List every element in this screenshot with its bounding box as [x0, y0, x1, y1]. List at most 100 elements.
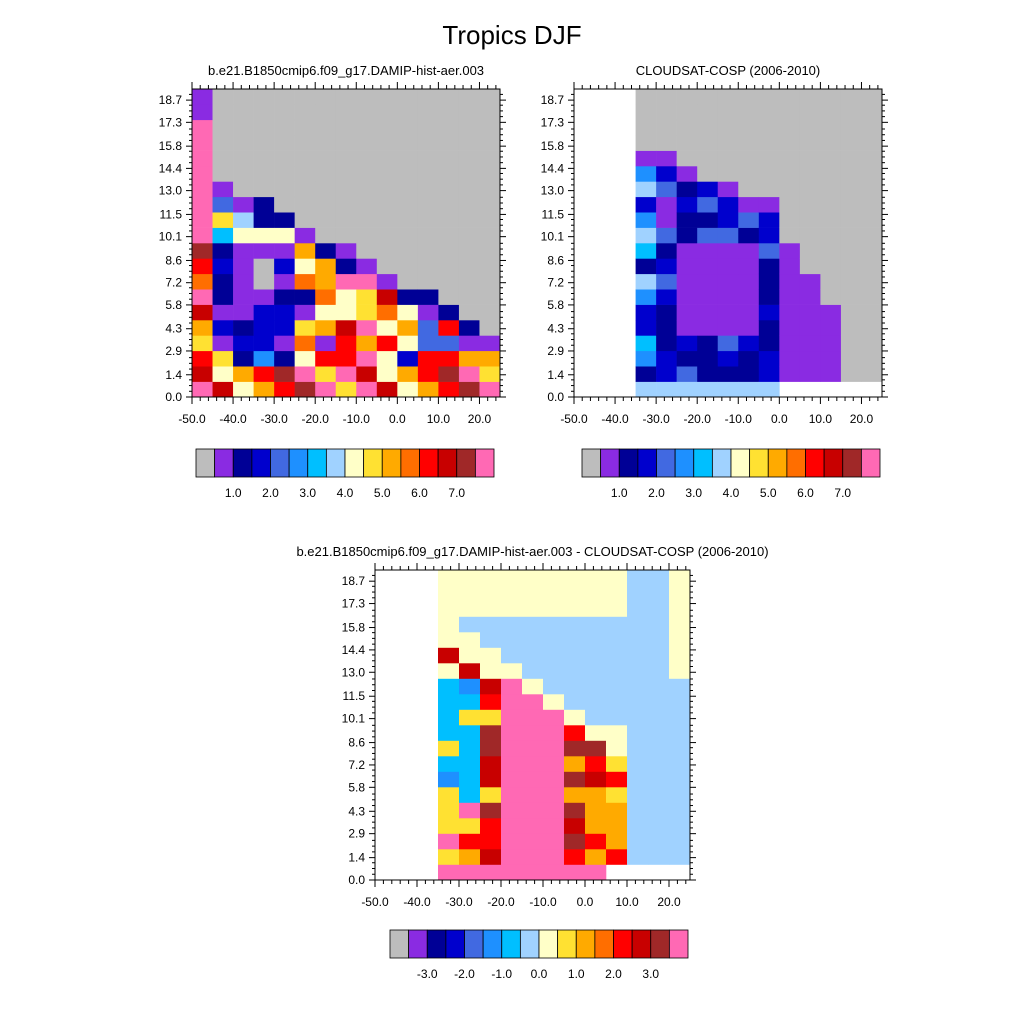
heatmap-cell	[212, 196, 234, 213]
heatmap-cell	[438, 771, 460, 788]
heatmap-cell	[656, 320, 677, 336]
heatmap-cell	[459, 833, 481, 850]
heatmap-cell	[212, 273, 234, 290]
heatmap-cell	[315, 119, 337, 136]
x-tick-label: 10.0	[809, 412, 833, 426]
heatmap-cell	[501, 818, 523, 834]
colorbar-label: 5.0	[760, 486, 777, 500]
colorbar-swatch	[842, 448, 862, 478]
heatmap-cell	[522, 849, 544, 865]
heatmap-cell	[656, 350, 677, 367]
heatmap-cell	[253, 166, 275, 182]
heatmap-cell	[861, 89, 883, 105]
heatmap-cell	[799, 181, 821, 198]
heatmap-cell	[458, 258, 480, 275]
heatmap-cell	[212, 166, 234, 182]
y-tick-label: 11.5	[343, 689, 366, 703]
heatmap-cell	[648, 647, 670, 664]
y-tick-label: 4.3	[348, 804, 365, 818]
heatmap-cell	[356, 273, 378, 290]
heatmap-cell	[564, 647, 586, 664]
heatmap-cell	[397, 273, 419, 290]
heatmap-cell	[820, 119, 842, 136]
heatmap-cell	[253, 304, 275, 321]
heatmap-cell	[656, 335, 677, 352]
heatmap-cell	[335, 304, 357, 321]
heatmap-cell	[585, 570, 607, 586]
heatmap-cell	[253, 320, 275, 336]
heatmap-cell	[480, 740, 502, 757]
heatmap-cell	[501, 771, 523, 788]
heatmap-cell	[397, 104, 419, 121]
x-tick-label: -50.0	[361, 895, 389, 909]
heatmap-cell	[335, 166, 357, 182]
heatmap-cell	[779, 289, 801, 305]
heatmap-cell	[543, 818, 565, 834]
heatmap-cell	[697, 304, 719, 321]
y-tick-label: 18.7	[159, 93, 183, 107]
heatmap-cell	[635, 304, 657, 321]
heatmap-cell	[522, 725, 544, 741]
heatmap-cell	[212, 150, 234, 167]
heatmap-cell	[840, 196, 862, 213]
heatmap-cell	[738, 119, 760, 136]
heatmap-cell	[648, 709, 670, 726]
heatmap-cell	[274, 258, 295, 275]
heatmap-cell	[253, 258, 275, 275]
heatmap-cell	[417, 150, 439, 167]
heatmap-cell	[480, 678, 502, 695]
heatmap-cell	[585, 725, 607, 741]
heatmap-cell	[669, 585, 691, 602]
heatmap-cell	[676, 181, 698, 198]
heatmap-cell	[717, 243, 739, 259]
heatmap-cell	[438, 350, 460, 367]
heatmap-cell	[840, 289, 862, 305]
heatmap-cell	[648, 585, 670, 602]
heatmap-cell	[656, 119, 677, 136]
heatmap-cell	[458, 119, 480, 136]
x-tick-label: 20.0	[468, 412, 492, 426]
heatmap-cell	[212, 227, 234, 244]
heatmap-cell	[253, 212, 275, 228]
colorbar-swatch	[749, 448, 769, 478]
y-tick-label: 0.0	[165, 390, 182, 404]
heatmap-cell	[376, 258, 398, 275]
heatmap-cell	[480, 585, 502, 602]
heatmap-cell	[585, 647, 607, 664]
heatmap-cell	[697, 289, 719, 305]
heatmap-cell	[656, 196, 677, 213]
heatmap-cell	[192, 366, 213, 382]
heatmap-cell	[335, 289, 357, 305]
heatmap-cell	[356, 258, 378, 275]
heatmap-cell	[459, 756, 481, 772]
heatmap-cell	[840, 212, 862, 228]
colorbar-label: 4.0	[337, 486, 354, 500]
colorbar-label: 1.0	[611, 486, 628, 500]
heatmap-cell	[840, 181, 862, 198]
heatmap-cell	[738, 320, 760, 336]
heatmap-cell	[840, 350, 862, 367]
heatmap-cell	[417, 89, 439, 105]
heatmap-cell	[627, 601, 649, 617]
heatmap-cell	[212, 104, 234, 121]
heatmap-cell	[417, 166, 439, 182]
heatmap-cell	[648, 632, 670, 648]
heatmap-cell	[627, 663, 649, 679]
x-tick-label: 0.0	[577, 895, 594, 909]
heatmap-cell	[635, 273, 657, 290]
heatmap-cell	[627, 694, 649, 710]
heatmap-cell	[253, 150, 275, 167]
heatmap-cell	[479, 381, 501, 398]
heatmap-cell	[356, 196, 378, 213]
heatmap-cell	[376, 366, 398, 382]
heatmap-cell	[861, 150, 883, 167]
heatmap-cell	[717, 350, 739, 367]
heatmap-cell	[233, 366, 254, 382]
heatmap-cell	[458, 381, 480, 398]
heatmap-cell	[356, 289, 378, 305]
heatmap-cell	[669, 570, 691, 586]
heatmap-cell	[376, 304, 398, 321]
heatmap-cell	[501, 585, 523, 602]
heatmap-cell	[656, 166, 677, 182]
heatmap-cell	[438, 585, 460, 602]
